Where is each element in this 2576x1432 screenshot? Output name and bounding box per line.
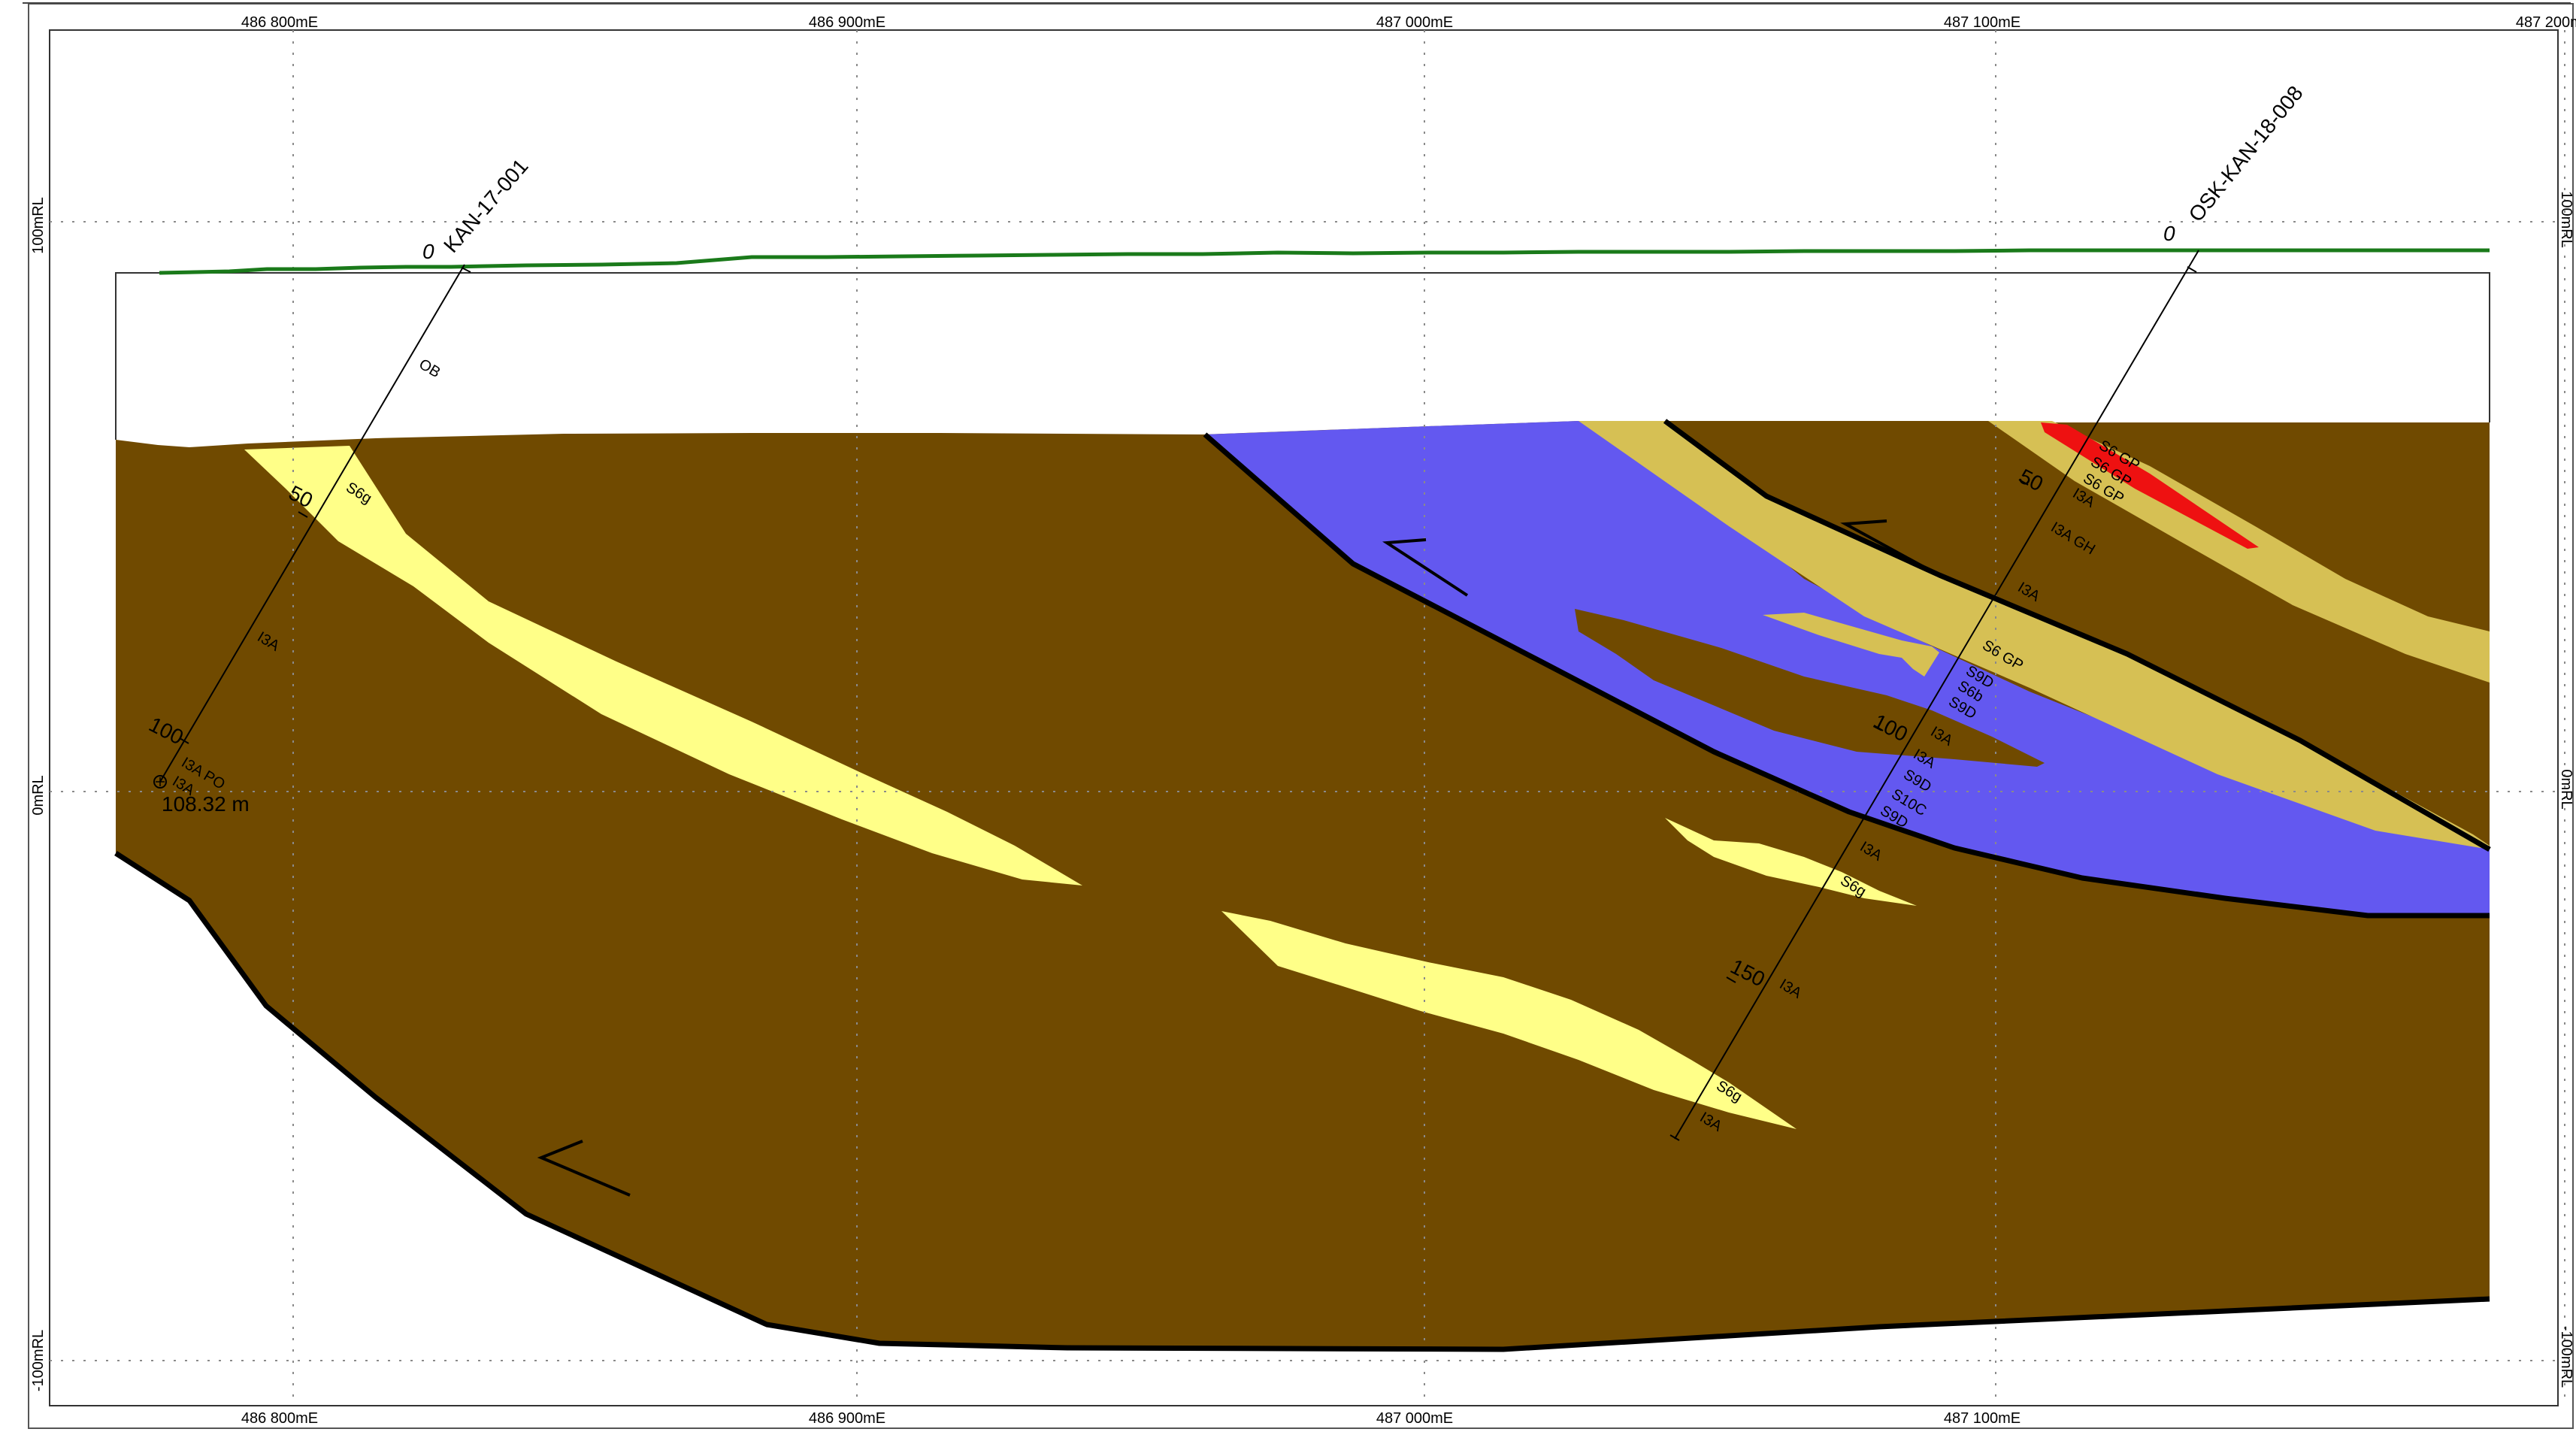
collar-depth-label: 0 bbox=[2163, 222, 2175, 245]
end-depth-label: 108.32 m bbox=[162, 792, 250, 816]
fault-lines bbox=[114, 419, 2491, 1352]
topography-line bbox=[159, 248, 2490, 275]
elevation-labels-left: 100mRL 0mRL -100mRL bbox=[30, 197, 47, 1391]
elevation-label: 100mRL bbox=[30, 197, 47, 254]
blue-sedimentary-unit bbox=[1205, 421, 2490, 916]
easting-label: 486 800mE bbox=[241, 1410, 318, 1427]
easting-labels-top: 486 800mE 486 900mE 487 000mE 487 100mE … bbox=[241, 14, 2576, 31]
grid bbox=[50, 30, 2565, 1406]
elevation-label: 100mRL bbox=[2558, 191, 2574, 248]
geology-layers bbox=[116, 421, 2490, 1349]
drillhole-trace-kan-17-001 bbox=[159, 264, 465, 783]
tan-sedimentary-unit-hangingwall bbox=[1988, 421, 2490, 683]
drillhole-trace-osk-kan-18-008 bbox=[1674, 250, 2199, 1140]
easting-label: 487 100mE bbox=[1944, 1410, 2021, 1427]
easting-label: 487 100mE bbox=[1944, 14, 2021, 31]
host-rock-lens bbox=[1575, 609, 2045, 767]
drillhole-end-marker bbox=[153, 775, 167, 789]
fault-arrow-lower bbox=[537, 1140, 631, 1197]
section-window bbox=[115, 272, 2490, 440]
elevation-label: -100mRL bbox=[2558, 1326, 2574, 1388]
fault-sense-arrows bbox=[537, 519, 1933, 1197]
dyke-upper bbox=[244, 446, 1082, 886]
collar-depth-label: 0 bbox=[422, 240, 434, 263]
tan-stringer bbox=[1763, 613, 1939, 677]
elevation-label: 0mRL bbox=[30, 775, 47, 815]
tan-sedimentary-unit bbox=[1579, 421, 2490, 848]
fault-basal bbox=[114, 851, 2490, 1352]
easting-label: 486 900mE bbox=[809, 1410, 885, 1427]
fault-upper bbox=[1663, 419, 2491, 852]
elevation-label: -100mRL bbox=[30, 1330, 47, 1391]
easting-label: 487 200mE bbox=[2516, 14, 2576, 31]
easting-label: 487 000mE bbox=[1376, 1410, 1453, 1427]
plot-frame bbox=[49, 29, 2559, 1406]
fault-arrow-central bbox=[1382, 538, 1469, 597]
dyke-middle bbox=[1665, 818, 1917, 906]
easting-labels-bottom: 486 800mE 486 900mE 487 000mE 487 100mE bbox=[241, 1410, 2021, 1427]
easting-label: 487 000mE bbox=[1376, 14, 1453, 31]
elevation-labels-right: 100mRL 0mRL -100mRL bbox=[2558, 191, 2574, 1388]
drillhole-ticks bbox=[179, 266, 2197, 1141]
easting-label: 486 900mE bbox=[809, 14, 885, 31]
drillhole-traces bbox=[159, 250, 2199, 1140]
fault-central bbox=[1203, 432, 2490, 919]
red-vein bbox=[2041, 422, 2259, 549]
dyke-lower bbox=[1221, 911, 1797, 1129]
elevation-label: 0mRL bbox=[2558, 769, 2574, 809]
easting-label: 486 800mE bbox=[241, 14, 318, 31]
fault-arrow-upper bbox=[1840, 519, 1933, 573]
